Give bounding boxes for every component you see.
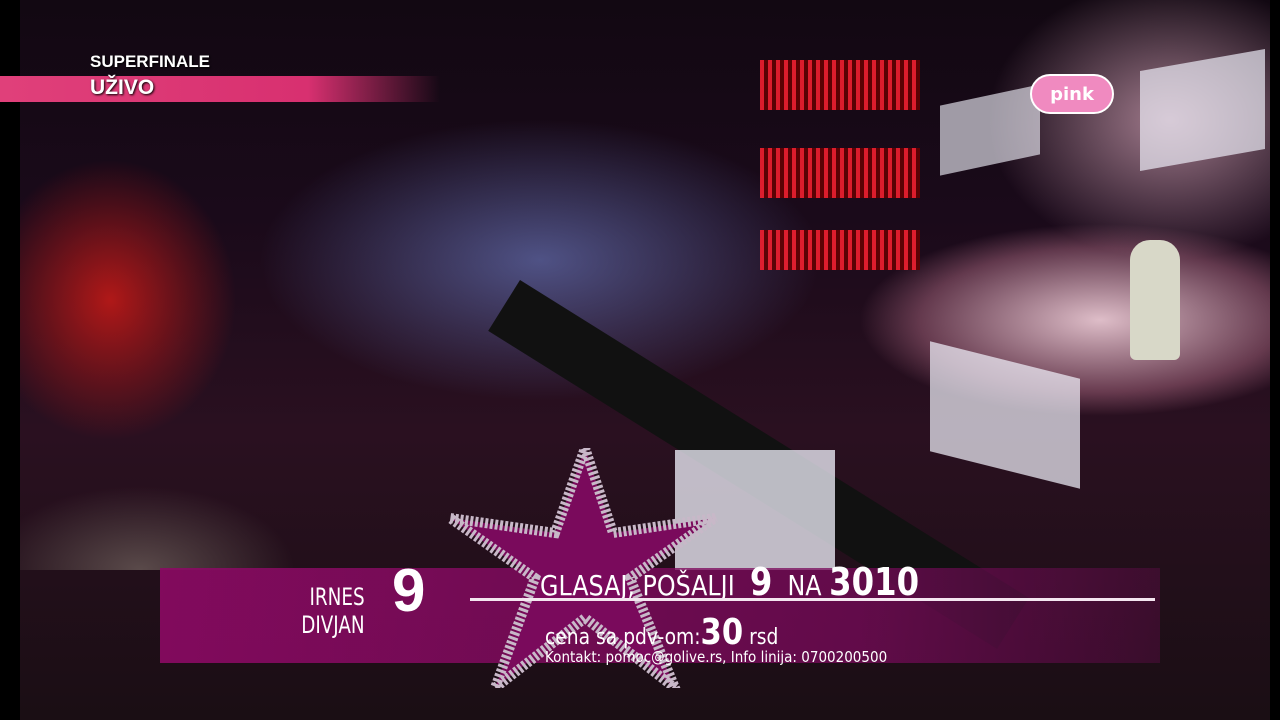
stage-light-panel — [760, 230, 920, 270]
price-value: 30 — [700, 612, 744, 653]
vote-instructions: GLASAJ, POŠALJI 9 NA 3010 — [540, 560, 919, 604]
contestant-name: IRNES DIVJAN — [302, 583, 365, 639]
judges-panel — [20, 150, 460, 570]
show-label: SUPERFINALE — [90, 52, 210, 71]
contestant-last-name: DIVJAN — [301, 611, 365, 639]
stage-light-panel — [760, 148, 920, 198]
price-currency: rsd — [749, 625, 779, 650]
price-line: cena sa pdv-om:30 rsd — [545, 612, 778, 653]
performer — [1130, 240, 1180, 360]
live-label: UŽIVO — [90, 76, 155, 99]
contact-info: Kontakt: pomoc@golive.rs, Info linija: 0… — [545, 648, 888, 666]
vote-number: 9 — [749, 560, 773, 604]
price-label: cena sa pdv-om: — [545, 625, 701, 650]
barrier-panel — [675, 450, 835, 570]
star-icon — [447, 448, 718, 688]
contestant-first-name: IRNES — [309, 583, 365, 611]
contestant-number: 9 — [392, 557, 426, 624]
led-screen — [940, 84, 1040, 176]
divider — [470, 598, 1155, 601]
stage-light-panel — [760, 60, 920, 110]
led-screen — [1140, 48, 1265, 172]
sms-number: 3010 — [829, 560, 920, 604]
channel-logo: pink — [1030, 74, 1114, 114]
lower-third — [160, 448, 1270, 688]
to-text: NA — [787, 569, 822, 602]
barrier-panel — [930, 341, 1080, 489]
vote-text: GLASAJ, POŠALJI — [540, 569, 735, 602]
live-bar — [0, 76, 440, 102]
